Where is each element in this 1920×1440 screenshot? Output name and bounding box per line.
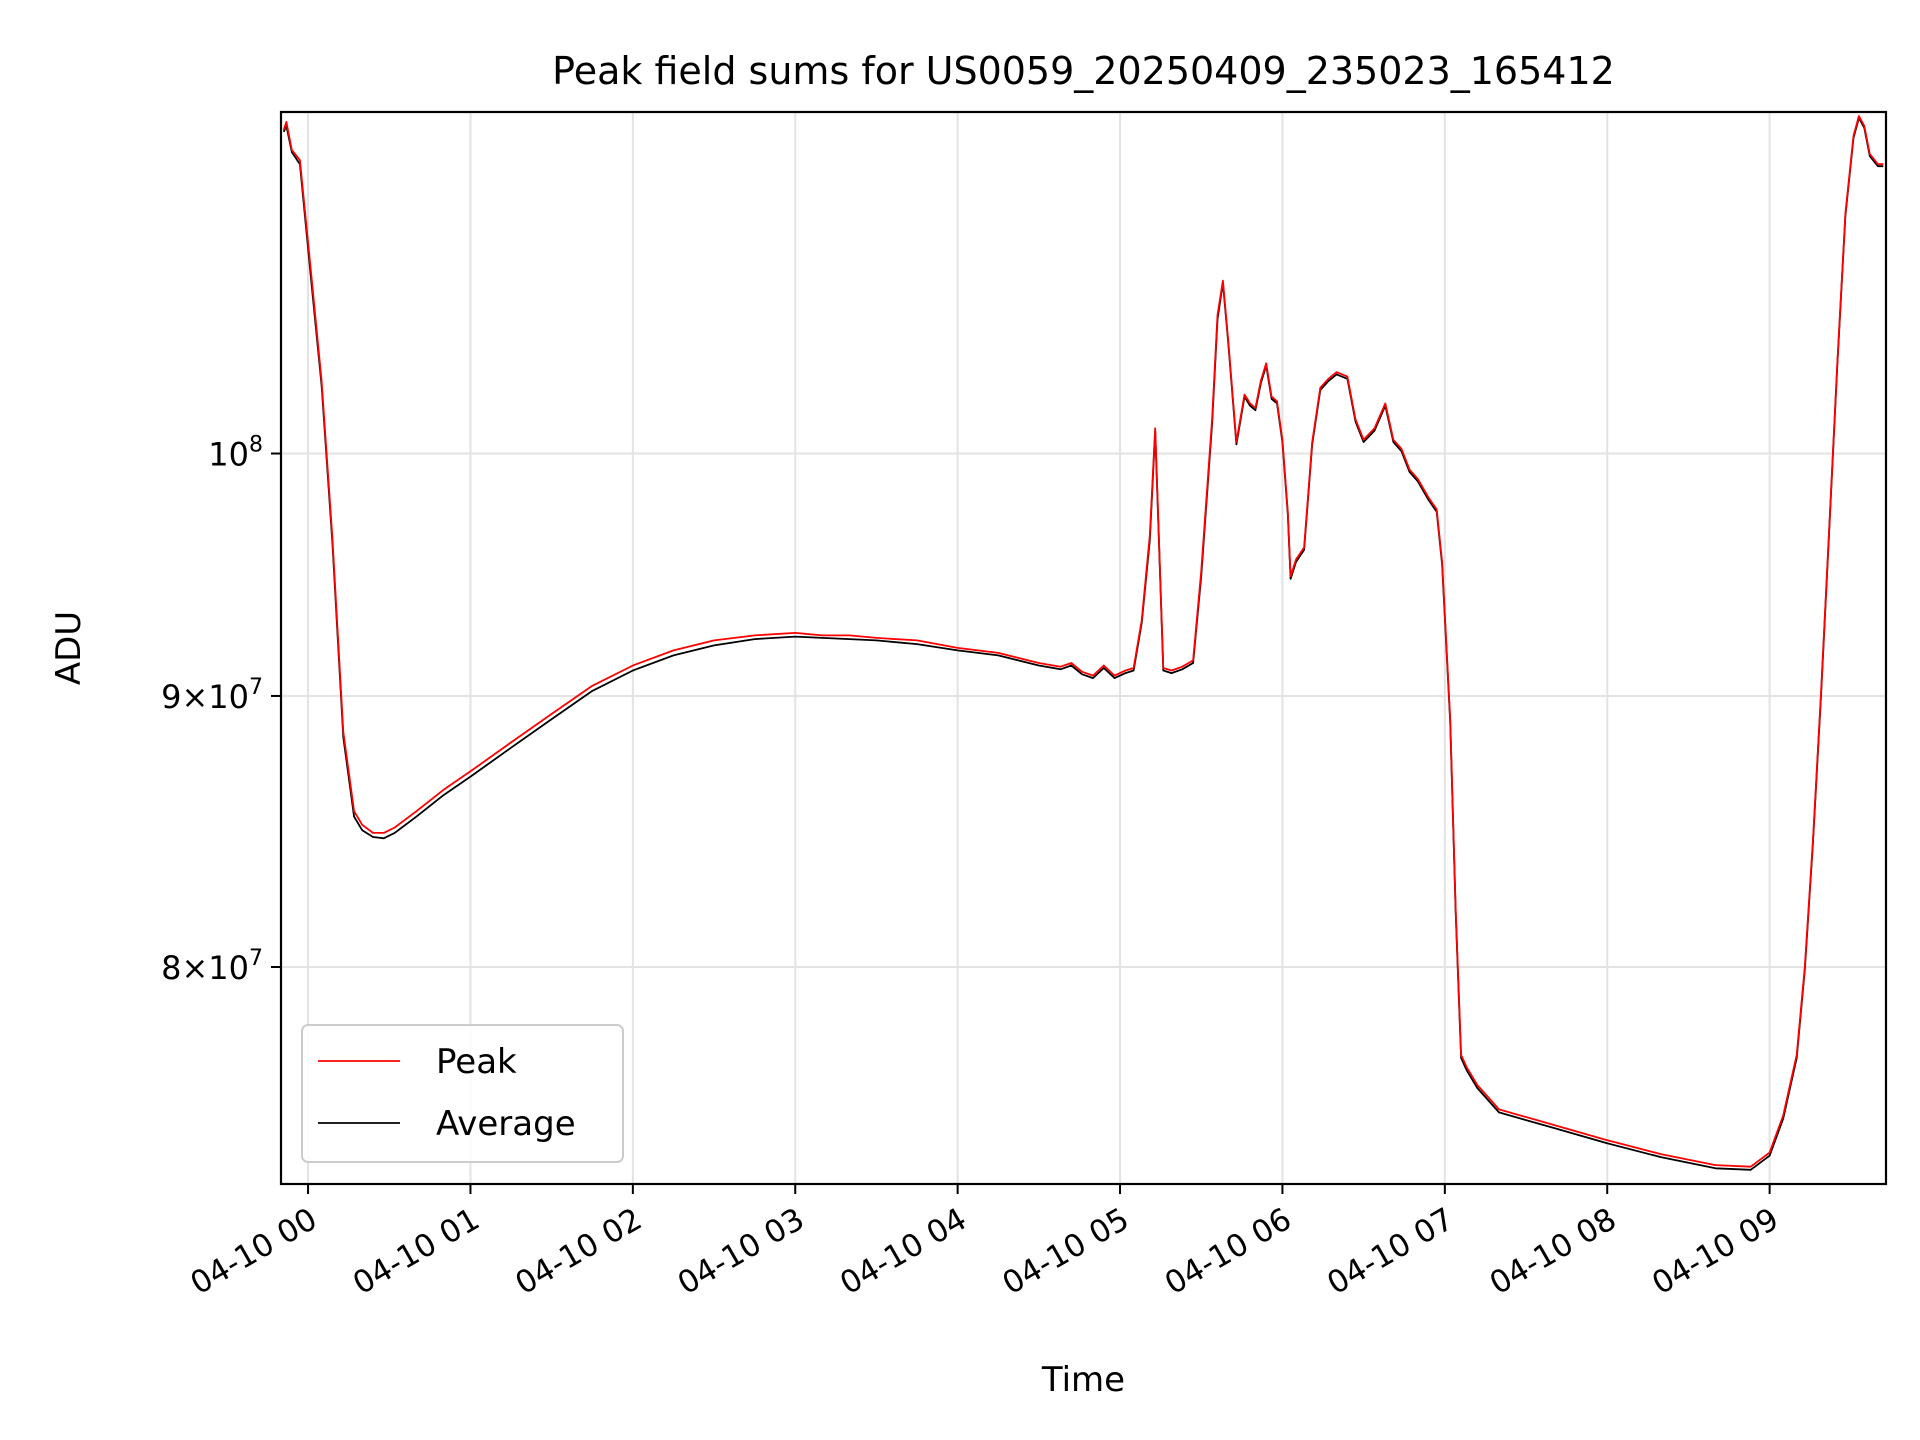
y-tick-mantissa: 8: [161, 949, 181, 987]
y-tick-exponent: 8: [249, 433, 263, 458]
plot-area-frame: [279, 110, 1888, 1186]
y-tick-base: 10: [208, 436, 249, 474]
chart-title: Peak field sums for US0059_20250409_2350…: [552, 49, 1615, 93]
y-axis-label: ADU: [49, 611, 89, 685]
legend-label-average: Average: [436, 1104, 576, 1144]
legend-box: [301, 1024, 624, 1163]
legend: Peak Average: [301, 1024, 624, 1163]
series-line-peak: [282, 115, 1884, 1168]
grid: [281, 112, 1886, 1184]
series-group: [282, 115, 1884, 1171]
y-tick-base: 10: [208, 678, 249, 716]
y-tick-label: 9×107: [161, 675, 263, 716]
y-tick-label: 8×107: [161, 946, 263, 987]
legend-label-peak: Peak: [436, 1042, 517, 1082]
y-tick-exponent: 7: [249, 675, 263, 700]
y-tick-times: ×: [181, 678, 208, 716]
y-tick-base: 10: [208, 949, 249, 987]
y-tick-times: ×: [181, 949, 208, 987]
y-tick-mantissa: 9: [161, 678, 181, 716]
y-tick-exponent: 7: [249, 946, 263, 971]
x-axis-label: Time: [1041, 1360, 1125, 1400]
y-tick-label: 108: [208, 433, 263, 474]
